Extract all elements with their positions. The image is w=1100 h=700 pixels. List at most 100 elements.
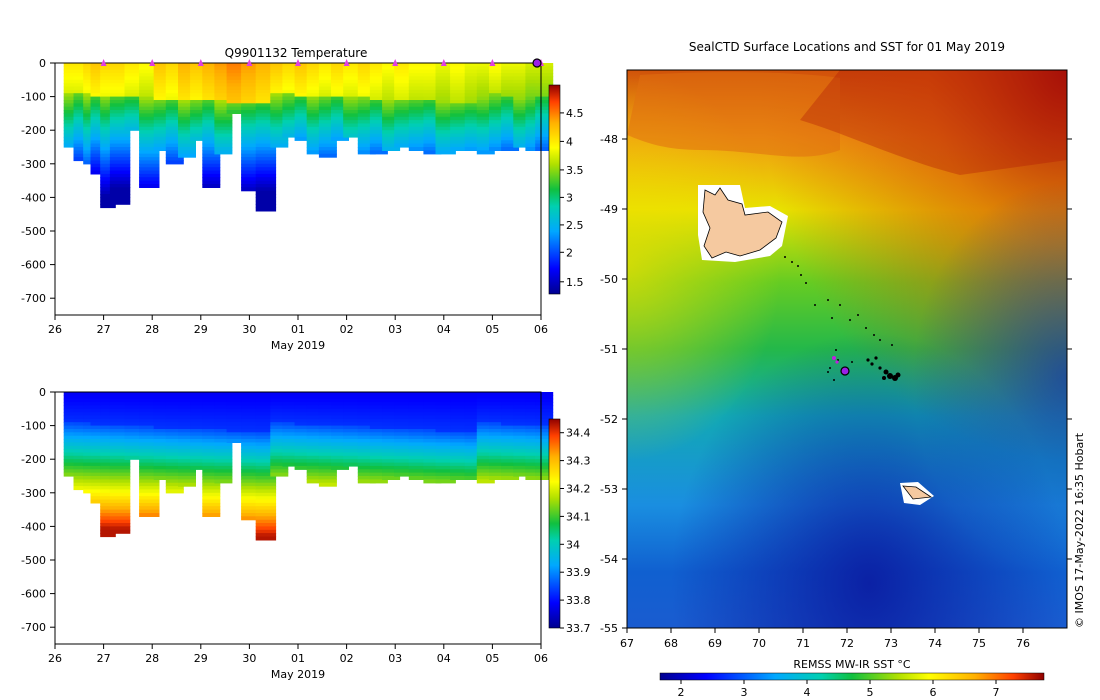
temperature-cell bbox=[501, 100, 520, 104]
temperature-cell bbox=[535, 130, 554, 135]
temperature-cell bbox=[178, 83, 196, 88]
salinity-cell bbox=[241, 422, 262, 427]
temperature-cell bbox=[501, 69, 520, 74]
salinity-cell bbox=[100, 462, 116, 467]
temperature-cell bbox=[357, 120, 376, 125]
temperature-cell bbox=[139, 150, 160, 155]
salinity-cell bbox=[90, 422, 107, 427]
salinity-cell bbox=[423, 425, 442, 430]
temperature-cell bbox=[464, 83, 483, 88]
salinity-cell bbox=[90, 435, 107, 440]
temperature-cell bbox=[331, 66, 349, 71]
temperature-cell bbox=[394, 93, 415, 98]
salinity-colorbar-tick-label: 34.2 bbox=[566, 483, 591, 496]
salinity-cell bbox=[408, 395, 430, 400]
salinity-cell bbox=[100, 469, 116, 474]
salinity-cell bbox=[331, 418, 349, 423]
temperature-cell bbox=[501, 106, 520, 111]
salinity-cell bbox=[139, 398, 160, 403]
temperature-cell bbox=[382, 100, 401, 104]
temperature-cell bbox=[73, 86, 90, 91]
salinity-cell bbox=[90, 479, 107, 484]
temperature-cell bbox=[408, 69, 430, 74]
salinity-cell bbox=[226, 398, 247, 403]
salinity-cell bbox=[63, 435, 80, 440]
salinity-cell bbox=[294, 445, 313, 450]
temperature-cell bbox=[139, 120, 160, 125]
temperature-cell bbox=[73, 157, 90, 162]
salinity-cell bbox=[226, 395, 247, 400]
salinity-cell bbox=[241, 452, 262, 457]
temperature-cell bbox=[450, 143, 471, 148]
temperature-cell bbox=[513, 86, 532, 91]
temperature-cell bbox=[109, 96, 131, 101]
salinity-cell bbox=[282, 462, 301, 467]
salinity-cell bbox=[109, 425, 131, 430]
temperature-cell bbox=[489, 140, 507, 145]
temperature-cell bbox=[139, 153, 160, 158]
salinity-colorbar-tick: 34.2 bbox=[560, 483, 591, 496]
temperature-cell bbox=[282, 79, 301, 84]
salinity-cell bbox=[306, 392, 325, 396]
temperature-cell bbox=[100, 120, 116, 125]
temperature-cell bbox=[214, 93, 233, 98]
temperature-cell bbox=[241, 136, 262, 141]
salinity-cell bbox=[331, 459, 349, 464]
temperature-cell bbox=[255, 170, 277, 175]
temperature-cell bbox=[226, 76, 247, 81]
temperature-cell bbox=[83, 89, 97, 94]
temperature-cell bbox=[282, 123, 301, 128]
temperature-cell bbox=[464, 66, 483, 71]
temperature-cell bbox=[90, 147, 107, 151]
salinity-cell bbox=[369, 412, 388, 417]
temperature-cell bbox=[408, 100, 430, 104]
temperature-cell bbox=[241, 120, 262, 125]
salinity-cell bbox=[178, 395, 196, 400]
salinity-cell bbox=[90, 459, 107, 464]
temperature-cell bbox=[382, 89, 401, 94]
salinity-x-tick-label: 02 bbox=[340, 652, 354, 665]
temperature-cell bbox=[73, 123, 90, 128]
temperature-cell bbox=[83, 157, 97, 162]
temperature-cell bbox=[165, 63, 184, 67]
salinity-cell bbox=[489, 435, 507, 440]
salinity-cell bbox=[83, 486, 97, 491]
salinity-cell bbox=[294, 452, 313, 457]
temperature-cell bbox=[109, 130, 131, 135]
salinity-cell bbox=[435, 429, 456, 433]
surface-marker bbox=[246, 59, 253, 66]
salinity-y-tick-label: -100 bbox=[21, 420, 46, 433]
temperature-cell bbox=[513, 83, 532, 88]
temperature-cell bbox=[241, 76, 262, 81]
temperature-cell bbox=[357, 147, 376, 151]
salinity-cell bbox=[178, 442, 196, 447]
salinity-cell bbox=[306, 395, 325, 400]
temperature-cell bbox=[124, 73, 145, 78]
temperature-cell bbox=[63, 96, 80, 101]
salinity-cell bbox=[306, 412, 325, 417]
temperature-cell bbox=[139, 180, 160, 185]
salinity-cell bbox=[190, 462, 209, 467]
temperature-cell bbox=[153, 110, 172, 114]
salinity-cell bbox=[139, 432, 160, 437]
temperature-cell bbox=[369, 96, 388, 101]
temperature-cell bbox=[139, 100, 160, 104]
salinity-cell bbox=[190, 435, 209, 440]
salinity-cell bbox=[382, 435, 401, 440]
salinity-cell bbox=[202, 439, 221, 443]
temperature-cell bbox=[100, 96, 116, 101]
salinity-cell bbox=[382, 408, 401, 413]
salinity-cell bbox=[450, 439, 471, 443]
salinity-cell bbox=[165, 472, 184, 477]
salinity-cell bbox=[394, 435, 415, 440]
temperature-cell bbox=[270, 140, 289, 145]
salinity-cell bbox=[73, 412, 90, 417]
temperature-x-tick-label: 28 bbox=[145, 323, 159, 336]
salinity-x-tick: 05 bbox=[485, 644, 499, 665]
temperature-cell bbox=[476, 113, 495, 118]
temperature-cell bbox=[73, 79, 90, 84]
temperature-cell bbox=[525, 140, 541, 145]
temperature-cell bbox=[331, 106, 349, 111]
salinity-cell bbox=[214, 479, 233, 484]
map-x-tick: 75 bbox=[972, 628, 986, 650]
